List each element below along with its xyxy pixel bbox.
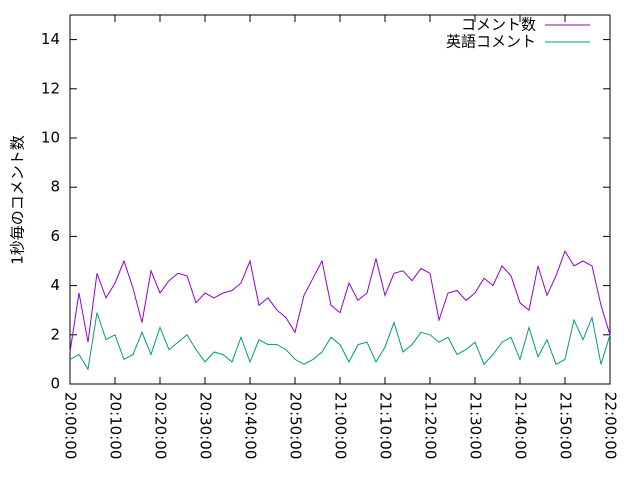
y-tick-label: 14 — [41, 30, 60, 48]
x-tick-label: 20:10:00 — [107, 392, 125, 459]
legend-label: コメント数 — [461, 16, 536, 34]
y-tick-label: 6 — [50, 227, 60, 245]
legend-label: 英語コメント — [446, 33, 536, 51]
y-axis-label: 1秒毎のコメント数 — [9, 135, 27, 265]
x-tick-label: 20:20:00 — [152, 392, 170, 459]
y-tick-label: 2 — [50, 325, 60, 343]
x-tick-label: 21:40:00 — [512, 392, 530, 459]
x-tick-label: 21:10:00 — [377, 392, 395, 459]
x-tick-label: 20:00:00 — [62, 392, 80, 459]
x-tick-label: 20:50:00 — [287, 392, 305, 459]
x-tick-label: 21:30:00 — [467, 392, 485, 459]
y-tick-label: 4 — [50, 276, 60, 294]
x-tick-label: 20:40:00 — [242, 392, 260, 459]
x-tick-label: 22:00:00 — [602, 392, 620, 459]
series-line — [69, 312, 611, 371]
x-tick-label: 20:30:00 — [197, 392, 215, 459]
series-line — [69, 250, 611, 353]
y-tick-label: 10 — [41, 129, 60, 147]
y-tick-label: 12 — [41, 79, 60, 97]
x-tick-label: 21:00:00 — [332, 392, 350, 459]
x-tick-label: 21:20:00 — [422, 392, 440, 459]
x-tick-label: 21:50:00 — [557, 392, 575, 459]
y-tick-label: 0 — [50, 375, 60, 393]
y-tick-label: 8 — [50, 178, 60, 196]
